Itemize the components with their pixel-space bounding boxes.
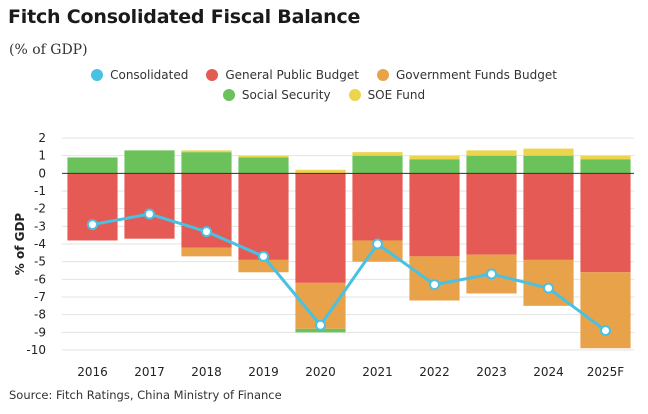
bar-soe-fund-2018 (181, 150, 232, 153)
bar-social-security-2023 (466, 155, 517, 174)
legend-label-soe-fund: SOE Fund (367, 88, 426, 102)
y-tick-label: -8 (34, 308, 46, 322)
bar-general-public-budget-2020 (295, 173, 346, 283)
x-tick-label: 2025F (587, 365, 625, 379)
legend-swatch-general-public-budget (206, 69, 219, 81)
bar-social-security-2018 (181, 152, 232, 174)
series-line-consolidated (92, 212, 607, 332)
bar-government-funds-budget-2025F (580, 272, 631, 349)
point-consolidated-2019 (258, 250, 269, 262)
bar-government-funds-budget-2022 (409, 256, 460, 301)
point-consolidated-2017 (144, 208, 155, 220)
bar-government-funds-budget-2021 (352, 240, 403, 262)
point-consolidated-2023 (486, 268, 497, 280)
bar-general-public-budget-2016 (67, 173, 118, 241)
bar-general-public-budget-2025F (580, 173, 631, 273)
x-tick-label: 2021 (362, 365, 393, 379)
y-tick-label: -2 (34, 202, 46, 216)
legend-label-general-public-budget: General Public Budget (225, 68, 359, 82)
y-tick-label: -10 (26, 343, 46, 357)
y-tick-label: -7 (34, 290, 46, 304)
legend-item-general-public-budget[interactable]: General Public Budget (206, 68, 359, 82)
legend-swatch-government-funds-budget (376, 69, 389, 81)
bar-soe-fund-2025F (580, 155, 631, 160)
legend-label-government-funds-budget: Government Funds Budget (395, 68, 557, 82)
y-tick-label: 2 (38, 131, 46, 145)
y-tick-label: -9 (34, 325, 46, 339)
y-tick-label: 0 (38, 166, 46, 180)
x-tick-label: 2024 (533, 365, 564, 379)
point-consolidated-2016 (87, 219, 98, 231)
legend-label-social-security: Social Security (241, 88, 331, 102)
point-consolidated-2021 (372, 238, 383, 250)
bar-social-security-2019 (238, 157, 289, 174)
point-consolidated-2025F (600, 325, 611, 337)
bar-general-public-budget-2024 (523, 173, 574, 260)
bar-general-public-budget-2019 (238, 173, 289, 260)
legend: Consolidated General Public Budget Gover… (0, 68, 648, 102)
bar-soe-fund-2022 (409, 155, 460, 160)
legend-swatch-social-security (222, 89, 235, 101)
bar-soe-fund-2023 (466, 150, 517, 156)
bar-general-public-budget-2017 (124, 173, 175, 239)
x-tick-label: 2020 (305, 365, 336, 379)
bar-social-security-2022 (409, 159, 460, 174)
legend-swatch-soe-fund (348, 89, 361, 101)
bar-soe-fund-2019 (238, 155, 289, 158)
bar-social-security-2017 (124, 150, 175, 174)
point-consolidated-2018 (201, 226, 212, 238)
legend-item-consolidated[interactable]: Consolidated (91, 68, 188, 82)
bar-social-security-2024 (523, 155, 574, 174)
point-consolidated-2022 (429, 279, 440, 291)
bar-soe-fund-2021 (352, 152, 403, 156)
y-tick-label: -5 (34, 255, 46, 269)
bar-soe-fund-2024 (523, 148, 574, 156)
point-consolidated-2024 (543, 282, 554, 294)
x-tick-label: 2022 (419, 365, 450, 379)
y-tick-label: -6 (34, 272, 46, 286)
legend-label-consolidated: Consolidated (110, 68, 189, 82)
source-note: Source: Fitch Ratings, China Ministry of… (9, 388, 282, 402)
bar-social-security-2016 (67, 157, 118, 174)
x-tick-label: 2016 (77, 365, 108, 379)
x-tick-label: 2019 (248, 365, 279, 379)
y-axis-label: % of GDP (13, 213, 27, 276)
chart-subtitle: (% of GDP) (9, 42, 88, 58)
bar-general-public-budget-2023 (466, 173, 517, 255)
y-tick-label: -1 (34, 184, 46, 198)
legend-swatch-consolidated (91, 69, 104, 81)
bar-social-security-2021 (352, 155, 403, 174)
bar-general-public-budget-2021 (352, 173, 403, 241)
x-tick-label: 2018 (191, 365, 222, 379)
y-tick-label: -4 (34, 237, 46, 251)
y-tick-label: 1 (38, 149, 46, 163)
x-tick-label: 2017 (134, 365, 165, 379)
legend-item-soe-fund[interactable]: SOE Fund (348, 88, 426, 102)
bar-government-funds-budget-2018 (181, 247, 232, 257)
x-tick-label: 2023 (476, 365, 507, 379)
point-consolidated-2020 (315, 319, 326, 331)
bar-general-public-budget-2022 (409, 173, 460, 257)
bar-soe-fund-2020 (295, 169, 346, 174)
chart-title: Fitch Consolidated Fiscal Balance (8, 6, 361, 28)
legend-item-government-funds-budget[interactable]: Government Funds Budget (376, 68, 557, 82)
legend-item-social-security[interactable]: Social Security (222, 88, 331, 102)
bar-social-security-2025F (580, 159, 631, 174)
y-tick-label: -3 (34, 219, 46, 233)
